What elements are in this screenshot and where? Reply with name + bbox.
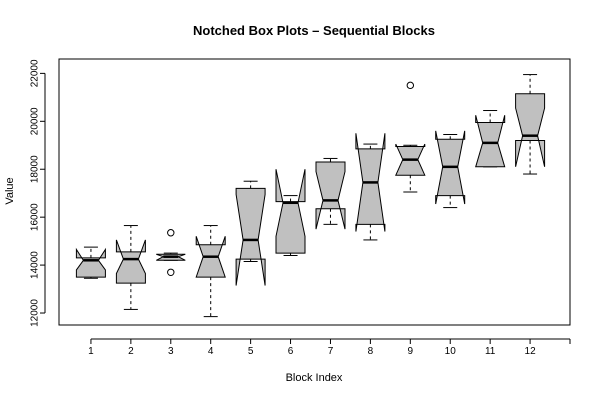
plot-frame bbox=[58, 58, 571, 326]
box-11 bbox=[475, 110, 506, 168]
outlier-point bbox=[406, 81, 415, 90]
box-10 bbox=[435, 130, 466, 209]
x-tick-label: 8 bbox=[368, 346, 374, 357]
x-tick-label: 3 bbox=[168, 346, 174, 357]
notched-box bbox=[515, 93, 546, 167]
box-1 bbox=[75, 246, 106, 279]
y-tick-label: 12000 bbox=[30, 299, 41, 327]
x-tick-label: 6 bbox=[288, 346, 294, 357]
x-axis: 1 2 3 4 5 6 7 8 9 10 11 12 bbox=[88, 338, 571, 357]
y-tick-label: 18000 bbox=[30, 155, 41, 183]
outlier-point bbox=[167, 229, 175, 237]
box-series bbox=[75, 74, 546, 318]
box-12 bbox=[515, 74, 546, 175]
chart-title: Notched Box Plots – Sequential Blocks bbox=[193, 23, 435, 38]
y-axis: 12000 14000 16000 18000 20000 22000 bbox=[30, 59, 46, 327]
box-9 bbox=[395, 81, 426, 193]
y-tick-label: 16000 bbox=[30, 203, 41, 231]
x-tick-label: 9 bbox=[408, 346, 414, 357]
x-tick-label: 4 bbox=[208, 346, 214, 357]
x-tick-label: 2 bbox=[128, 346, 134, 357]
notched-box bbox=[275, 169, 306, 254]
y-axis-label: Value bbox=[4, 177, 16, 204]
box-8 bbox=[355, 133, 386, 241]
outlier-point bbox=[167, 268, 175, 276]
box-7 bbox=[315, 157, 346, 230]
x-tick-label: 5 bbox=[248, 346, 254, 357]
y-tick-label: 20000 bbox=[30, 107, 41, 135]
y-tick-label: 14000 bbox=[30, 251, 41, 279]
x-tick-label: 12 bbox=[525, 346, 537, 357]
notched-box bbox=[75, 247, 106, 278]
notched-box bbox=[235, 187, 266, 286]
notched-box bbox=[475, 115, 506, 168]
x-tick-label: 11 bbox=[485, 346, 496, 357]
box-4 bbox=[195, 225, 226, 318]
x-tick-label: 1 bbox=[88, 346, 94, 357]
x-axis-label: Block Index bbox=[286, 372, 343, 384]
notched-box bbox=[115, 239, 146, 284]
y-tick-label: 22000 bbox=[30, 59, 41, 87]
box-3 bbox=[156, 229, 186, 276]
box-5 bbox=[235, 180, 266, 286]
box-6 bbox=[275, 169, 306, 257]
notched-box bbox=[315, 161, 346, 230]
box-2 bbox=[115, 225, 146, 310]
x-tick-label: 10 bbox=[445, 346, 457, 357]
x-tick-label: 7 bbox=[328, 346, 334, 357]
